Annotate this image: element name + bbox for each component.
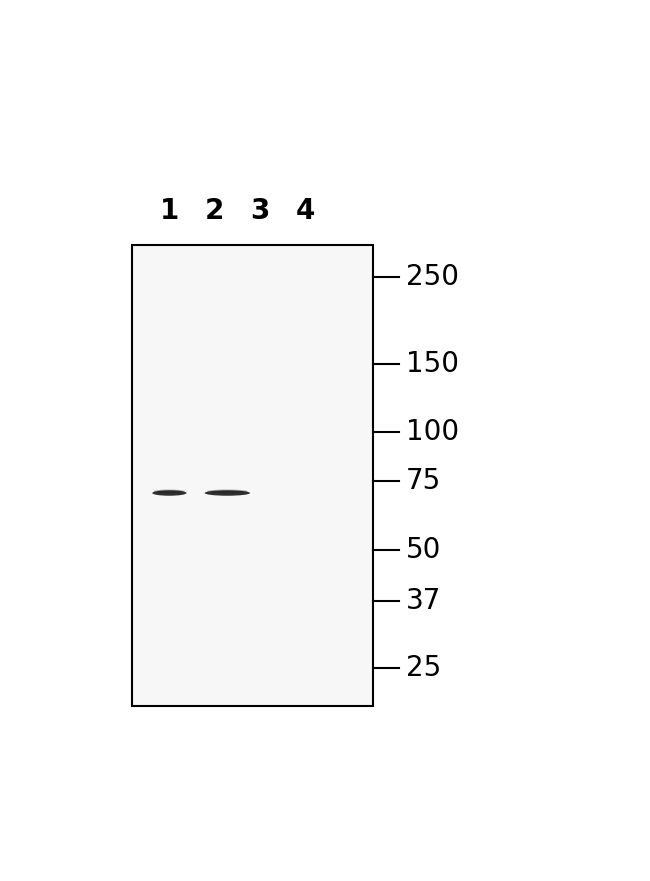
Text: 50: 50 bbox=[406, 537, 441, 564]
Ellipse shape bbox=[205, 491, 250, 496]
Text: 250: 250 bbox=[406, 263, 459, 291]
Text: 37: 37 bbox=[406, 588, 441, 615]
Bar bbox=[131, 245, 373, 706]
Text: 75: 75 bbox=[406, 467, 441, 495]
Ellipse shape bbox=[152, 491, 187, 496]
Text: 100: 100 bbox=[406, 418, 460, 447]
Text: 25: 25 bbox=[406, 654, 441, 682]
Ellipse shape bbox=[207, 490, 248, 493]
Text: 3: 3 bbox=[250, 196, 270, 225]
Text: 1: 1 bbox=[160, 196, 179, 225]
Text: 2: 2 bbox=[205, 196, 224, 225]
Ellipse shape bbox=[154, 490, 185, 493]
Text: 150: 150 bbox=[406, 350, 459, 378]
Text: 4: 4 bbox=[296, 196, 315, 225]
